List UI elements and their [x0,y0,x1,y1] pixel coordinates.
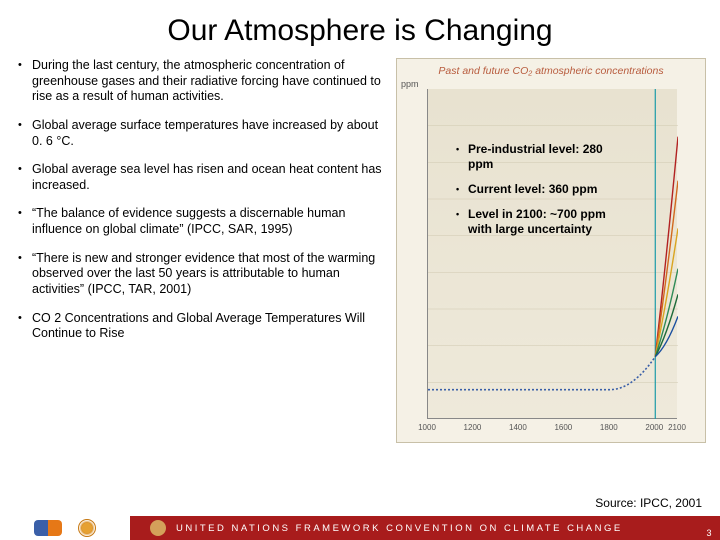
y-axis-unit: ppm [401,79,419,89]
source-citation: Source: IPCC, 2001 [595,496,702,510]
callout-list: •Pre-industrial level: 280 ppm •Current … [456,142,628,237]
bullet-item: •Global average sea level has risen and … [18,162,388,193]
x-tick-label: 2000 [645,423,663,432]
bullet-item: •“There is new and stronger evidence tha… [18,251,388,298]
x-tick-label: 2100 [668,423,686,432]
content-area: •During the last century, the atmospheri… [0,58,720,443]
bullet-text: “There is new and stronger evidence that… [32,251,388,298]
globe-icon [150,520,166,536]
bullet-item: •Global average surface temperatures hav… [18,118,388,149]
main-bullet-list: •During the last century, the atmospheri… [18,58,388,342]
right-column: Past and future CO₂ atmospheric concentr… [396,58,706,443]
left-column: •During the last century, the atmospheri… [18,58,388,443]
un-emblem-icon [78,519,96,537]
footer-bar: UNITED NATIONS FRAMEWORK CONVENTION ON C… [0,516,720,540]
bullet-item: •CO 2 Concentrations and Global Average … [18,311,388,342]
footer-text: UNITED NATIONS FRAMEWORK CONVENTION ON C… [176,523,623,534]
callout-item: •Level in 2100: ~700 ppm with large unce… [456,207,628,237]
callout-text: Level in 2100: ~700 ppm with large uncer… [468,207,628,237]
footer-logos [0,516,130,540]
chart-title: Past and future CO₂ atmospheric concentr… [397,59,705,79]
bullet-text: Global average surface temperatures have… [32,118,388,149]
chart-callouts: •Pre-industrial level: 280 ppm •Current … [452,138,632,251]
callout-text: Pre-industrial level: 280 ppm [468,142,628,172]
unfccc-logo-icon [34,520,62,536]
x-tick-label: 1400 [509,423,527,432]
x-tick-label: 1000 [418,423,436,432]
callout-item: •Pre-industrial level: 280 ppm [456,142,628,172]
bullet-text: Global average sea level has risen and o… [32,162,388,193]
callout-text: Current level: 360 ppm [468,182,597,197]
x-tick-label: 1200 [464,423,482,432]
callout-item: •Current level: 360 ppm [456,182,628,197]
footer-strip: UNITED NATIONS FRAMEWORK CONVENTION ON C… [130,516,720,540]
bullet-item: •During the last century, the atmospheri… [18,58,388,105]
x-tick-label: 1800 [600,423,618,432]
bullet-text: “The balance of evidence suggests a disc… [32,206,388,237]
bullet-text: During the last century, the atmospheric… [32,58,388,105]
bullet-text: CO 2 Concentrations and Global Average T… [32,311,388,342]
x-tick-label: 1600 [554,423,572,432]
slide-title: Our Atmosphere is Changing [0,0,720,58]
page-number: 3 [706,528,714,538]
bullet-item: •“The balance of evidence suggests a dis… [18,206,388,237]
